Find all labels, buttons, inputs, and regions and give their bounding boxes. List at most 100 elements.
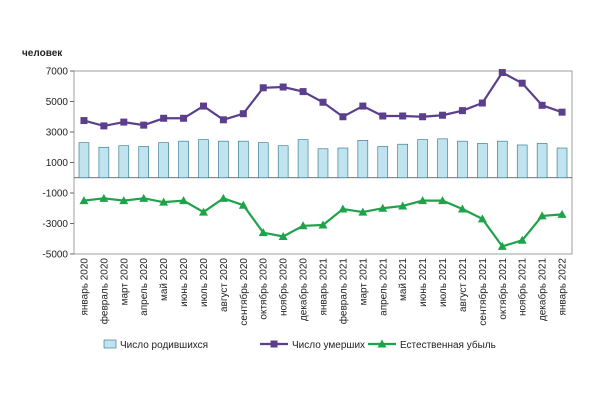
bar-births: [78, 142, 90, 179]
x-tick-label: февраль 2020: [98, 258, 110, 325]
y-axis-label: человек: [22, 48, 63, 59]
bar-births: [337, 147, 349, 179]
point-deaths: [100, 122, 108, 130]
point-deaths: [379, 112, 387, 120]
x-tick-label: сентябрь 2021: [477, 258, 489, 326]
bar-births: [277, 145, 289, 179]
series-births: [78, 138, 568, 179]
point-natural-decrease: [218, 193, 228, 202]
point-deaths: [558, 108, 566, 116]
point-deaths: [239, 110, 247, 118]
point-natural-decrease: [159, 197, 169, 206]
point-deaths: [140, 121, 148, 129]
point-deaths: [80, 117, 88, 125]
bar-births: [138, 146, 150, 179]
point-natural-decrease: [318, 220, 328, 229]
point-natural-decrease: [99, 193, 109, 202]
bar-births: [417, 139, 428, 179]
bar-births: [516, 144, 528, 179]
point-natural-decrease: [119, 196, 129, 205]
x-tick-label: ноябрь 2021: [517, 258, 529, 316]
x-tick-label: апрель 2020: [139, 258, 150, 316]
x-tick-label: декабрь 2021: [537, 258, 549, 322]
point-natural-decrease: [497, 241, 507, 250]
y-tick-label: 5000: [46, 97, 69, 108]
x-tick-label: ноябрь 2020: [278, 258, 290, 316]
y-axis: -5000 -3000 -1000 1000 3000 5000 7000: [42, 67, 74, 261]
y-tick-label: 3000: [46, 128, 69, 139]
x-tick-label: апрель 2021: [378, 258, 389, 316]
legend: Число родившихся Число умерших Естественна…: [103, 339, 496, 351]
x-tick-label: январь 2020: [79, 258, 90, 316]
x-tick-label: декабрь 2020: [298, 258, 310, 322]
y-tick-label: -1000: [42, 189, 68, 200]
x-tick-label: август 2020: [219, 258, 230, 312]
point-natural-decrease: [198, 207, 208, 216]
x-tick-label: июнь 2021: [418, 258, 429, 307]
x-tick-label: май 2021: [398, 258, 409, 301]
bar-births: [536, 143, 548, 179]
point-natural-decrease: [238, 200, 248, 209]
legend-label-births: Число родившихся: [120, 340, 208, 351]
x-tick-label: январь 2021: [319, 258, 330, 316]
point-natural-decrease: [179, 196, 189, 205]
point-deaths: [538, 101, 546, 109]
bar-births: [158, 142, 169, 179]
point-deaths: [419, 113, 427, 121]
bar-births: [556, 147, 568, 179]
x-tick-label: октябрь 2021: [497, 258, 509, 320]
bar-births: [397, 143, 408, 179]
point-natural-decrease: [139, 193, 149, 202]
point-deaths: [518, 79, 526, 87]
point-natural-decrease: [358, 207, 368, 216]
y-tick-label: 1000: [46, 158, 69, 169]
legend-marker-natural-decrease: [377, 339, 387, 348]
x-tick-label: июнь 2020: [179, 258, 190, 307]
bar-births: [477, 143, 488, 179]
point-natural-decrease: [258, 228, 268, 237]
legend-marker-deaths: [270, 340, 278, 348]
point-deaths: [458, 107, 466, 115]
x-tick-label: февраль 2021: [337, 258, 349, 325]
point-deaths: [160, 114, 168, 122]
bar-births: [98, 146, 110, 179]
x-tick-label: январь 2022: [558, 258, 569, 316]
point-deaths: [319, 98, 327, 106]
x-tick-label: март 2021: [358, 258, 369, 306]
y-tick-label: -5000: [42, 250, 68, 261]
x-tick-label: июль 2021: [438, 258, 449, 307]
point-deaths: [219, 116, 227, 124]
bar-births: [437, 138, 448, 179]
point-deaths: [259, 84, 267, 92]
bar-births: [357, 140, 369, 179]
bar-births: [198, 139, 209, 179]
point-deaths: [120, 118, 128, 126]
bar-births: [377, 146, 389, 179]
point-natural-decrease: [338, 204, 348, 213]
y-tick-label: -3000: [42, 219, 68, 230]
x-tick-label: март 2020: [119, 258, 130, 306]
point-deaths: [359, 102, 367, 110]
legend-label-natural-decrease: Естественная убыль: [400, 339, 496, 351]
bar-births: [496, 140, 508, 179]
bar-births: [457, 140, 468, 179]
point-natural-decrease: [278, 231, 288, 240]
point-natural-decrease: [378, 203, 388, 212]
point-natural-decrease: [79, 196, 89, 205]
bar-births: [178, 140, 189, 179]
point-deaths: [339, 113, 347, 121]
bar-births: [238, 140, 249, 179]
bar-births: [257, 142, 269, 179]
bar-births: [297, 139, 309, 179]
x-tick-label: июль 2020: [199, 258, 210, 307]
point-natural-decrease: [418, 196, 428, 205]
point-natural-decrease: [537, 211, 547, 220]
point-deaths: [478, 99, 486, 107]
point-natural-decrease: [457, 204, 467, 213]
series-lines: [79, 69, 567, 250]
point-deaths: [279, 83, 287, 91]
point-natural-decrease: [398, 201, 408, 210]
point-deaths: [498, 69, 506, 77]
point-natural-decrease: [438, 196, 448, 205]
